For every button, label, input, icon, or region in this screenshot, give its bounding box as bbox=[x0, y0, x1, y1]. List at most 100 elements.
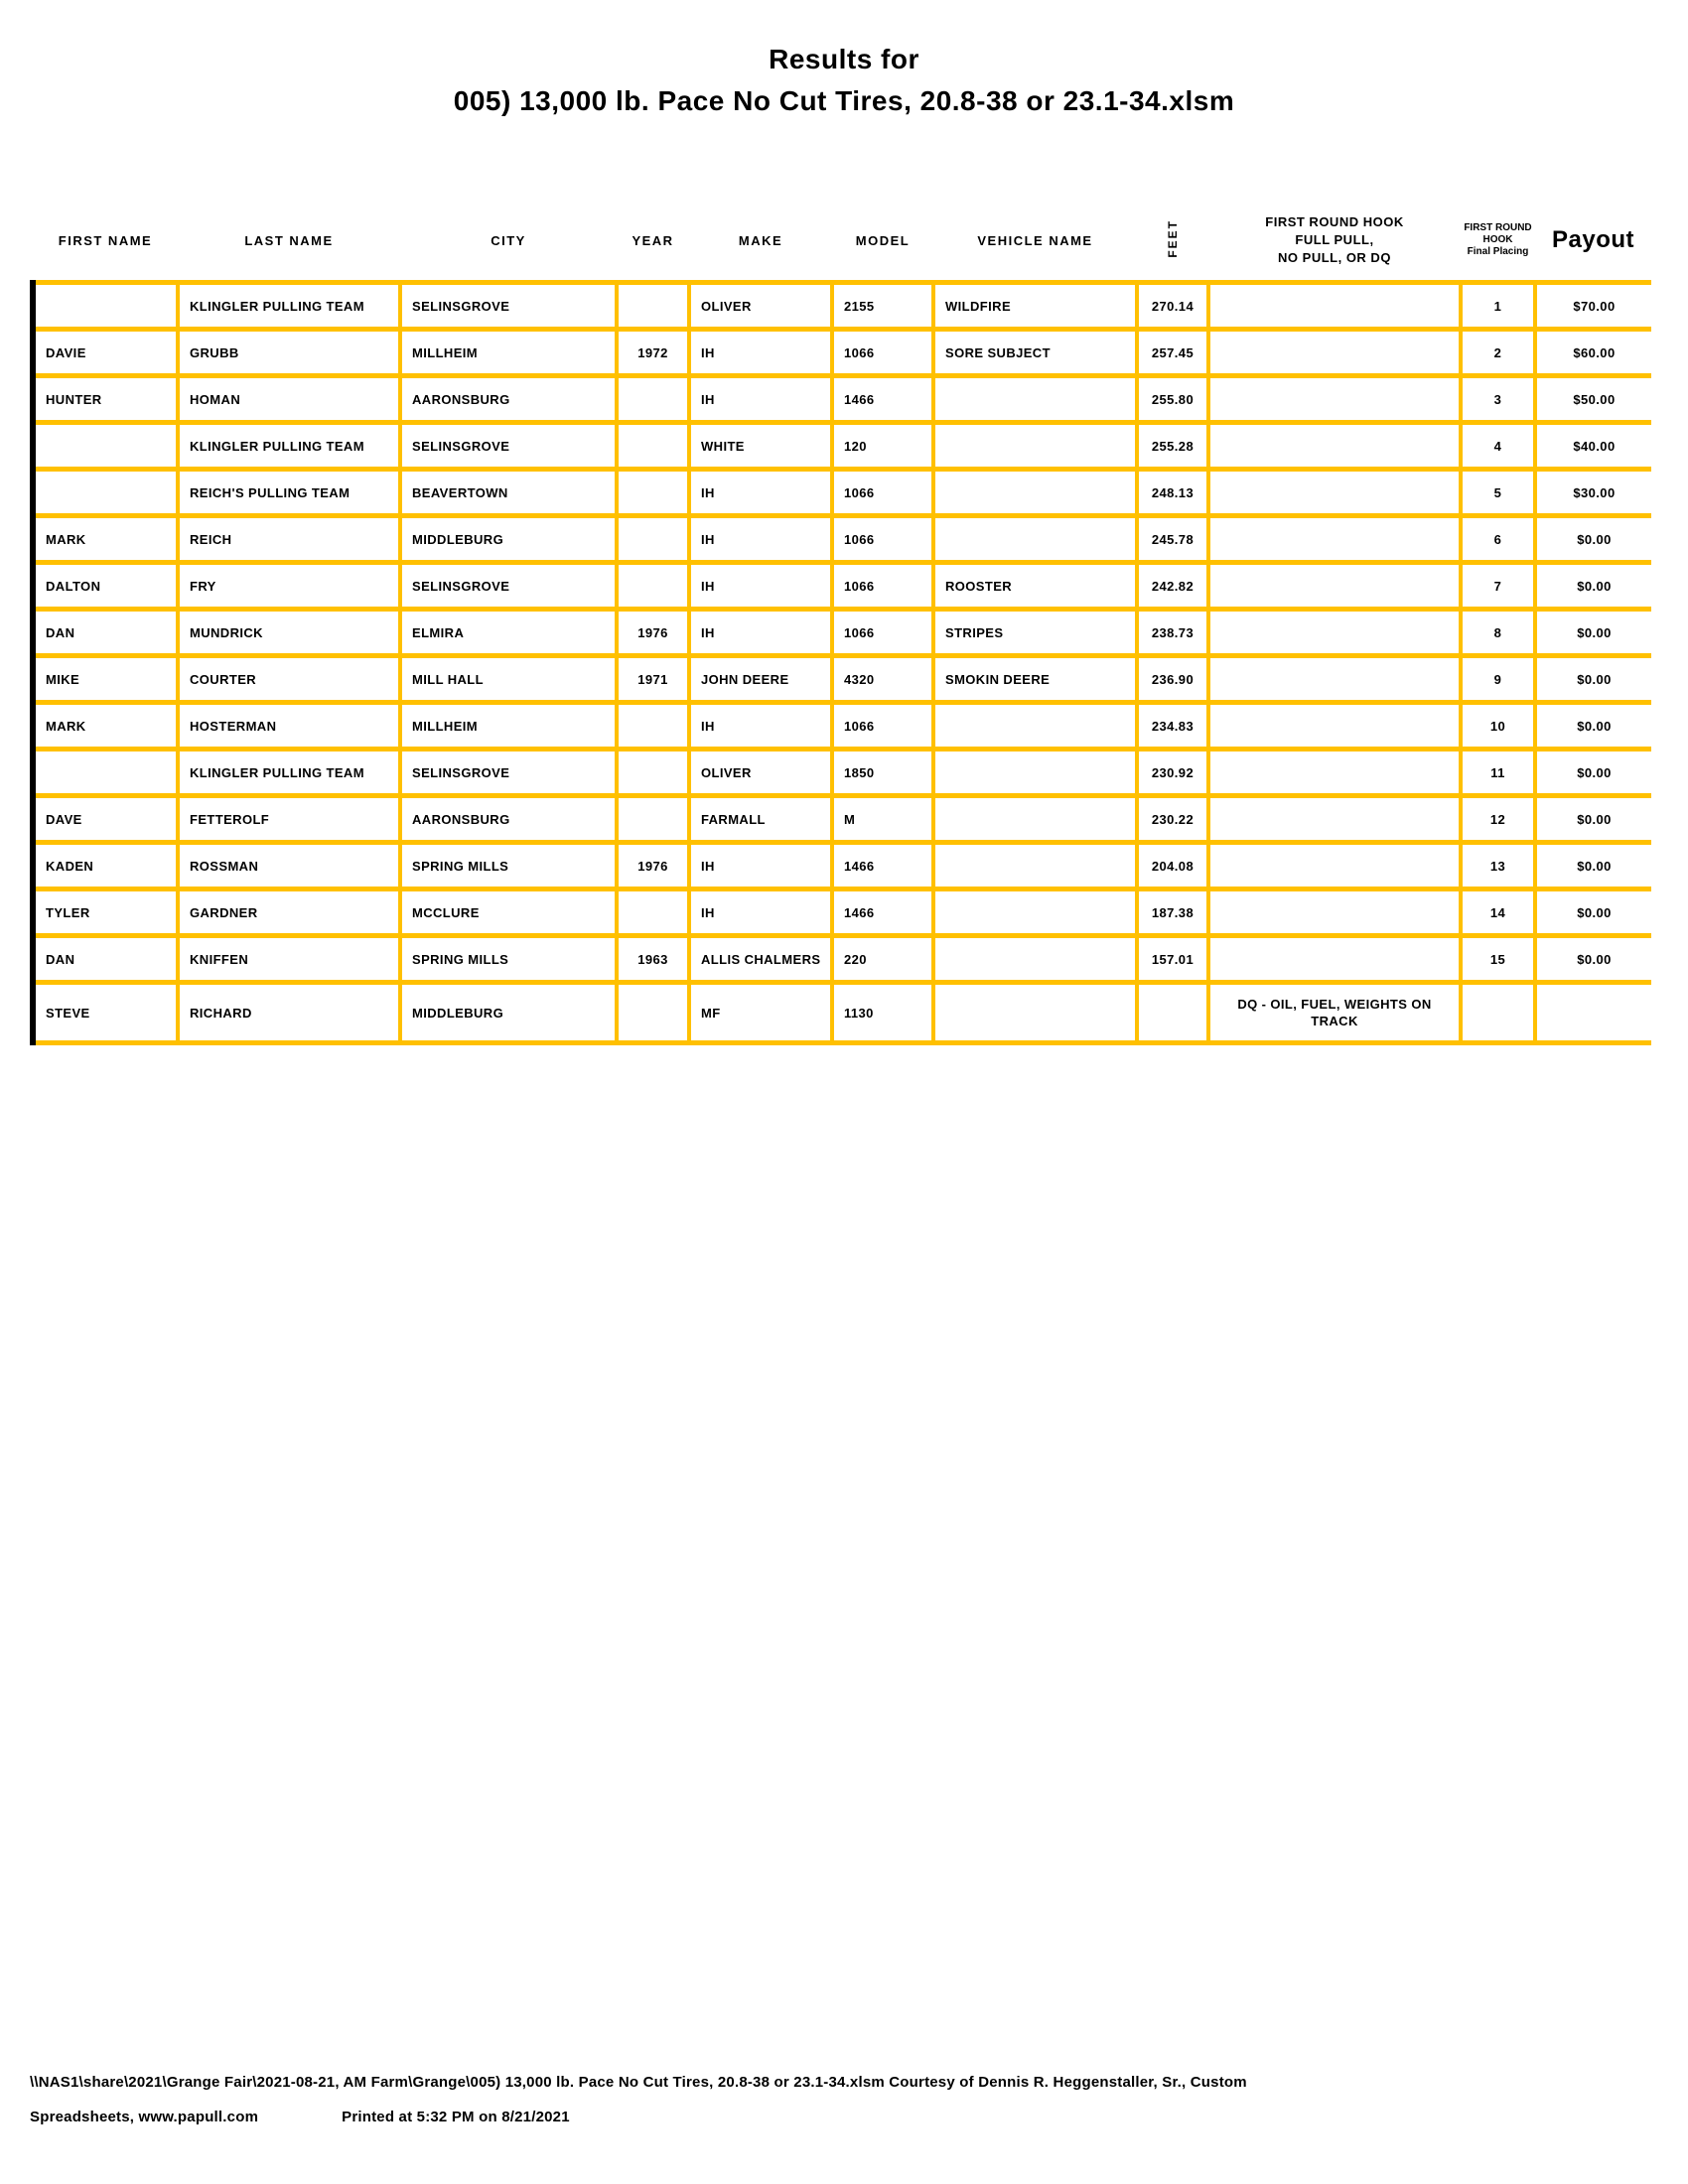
cell-first-name: DAN bbox=[30, 933, 178, 985]
cell-last-name: KLINGLER PULLING TEAM bbox=[176, 280, 400, 332]
cell-make: WHITE bbox=[687, 420, 832, 472]
cell-year: 1971 bbox=[615, 653, 689, 705]
cell-last-name: COURTER bbox=[176, 653, 400, 705]
results-table: FIRST NAME LAST NAME CITY YEAR MAKE MODE… bbox=[30, 201, 1651, 1045]
column-header-first-name: FIRST NAME bbox=[58, 232, 153, 248]
cell-year bbox=[615, 513, 689, 565]
cell-city: MILL HALL bbox=[398, 653, 617, 705]
cell-payout: $0.00 bbox=[1533, 653, 1651, 705]
cell-model: M bbox=[830, 793, 933, 845]
cell-payout: $0.00 bbox=[1533, 607, 1651, 658]
cell-last-name: GARDNER bbox=[176, 887, 400, 938]
cell-first-name: DAVIE bbox=[30, 327, 178, 378]
column-header-final-placing: FIRST ROUND HOOK Final Placing bbox=[1461, 201, 1535, 283]
table-row: MIKE COURTER MILL HALL 1971 JOHN DEERE 4320 SM… bbox=[30, 653, 1651, 705]
cell-hook bbox=[1206, 747, 1461, 798]
cell-first-name: MIKE bbox=[30, 653, 178, 705]
cell-city: SELINSGROVE bbox=[398, 747, 617, 798]
hook-header-line2: FULL PULL, bbox=[1295, 232, 1374, 247]
cell-model: 1466 bbox=[830, 887, 933, 938]
cell-model: 1066 bbox=[830, 607, 933, 658]
cell-make: IH bbox=[687, 327, 832, 378]
cell-first-name: HUNTER bbox=[30, 373, 178, 425]
cell-city: MCCLURE bbox=[398, 887, 617, 938]
table-row: STEVE RICHARD MIDDLEBURG MF 1130 DQ - OIL, FU… bbox=[30, 980, 1651, 1045]
cell-make: IH bbox=[687, 513, 832, 565]
cell-hook bbox=[1206, 887, 1461, 938]
cell-vehicle-name bbox=[931, 700, 1137, 751]
table-row: KLINGLER PULLING TEAM SELINSGROVE OLIVER 21… bbox=[30, 280, 1651, 332]
cell-payout: $40.00 bbox=[1533, 420, 1651, 472]
table-row: DAVIE GRUBB MILLHEIM 1972 IH 1066 SORE SUBJECT… bbox=[30, 327, 1651, 378]
cell-feet: 187.38 bbox=[1135, 887, 1208, 938]
cell-vehicle-name bbox=[931, 840, 1137, 891]
cell-city: SELINSGROVE bbox=[398, 560, 617, 612]
table-row: DAN KNIFFEN SPRING MILLS 1963 ALLIS CHALMERS… bbox=[30, 933, 1651, 985]
cell-feet: 245.78 bbox=[1135, 513, 1208, 565]
cell-placing: 7 bbox=[1459, 560, 1535, 612]
column-header-first-round-hook: FIRST ROUND HOOK FULL PULL, NO PULL, OR … bbox=[1208, 201, 1461, 283]
cell-placing: 9 bbox=[1459, 653, 1535, 705]
cell-first-name bbox=[30, 280, 178, 332]
cell-placing: 2 bbox=[1459, 327, 1535, 378]
column-header-last-name: LAST NAME bbox=[244, 232, 334, 248]
table-row: MARK HOSTERMAN MILLHEIM IH 1066 234.83 10 $0.00 bbox=[30, 700, 1651, 751]
cell-make: OLIVER bbox=[687, 280, 832, 332]
cell-feet: 255.28 bbox=[1135, 420, 1208, 472]
footer-line1: \\NAS1\share\2021\Grange Fair\2021-08-21… bbox=[30, 2074, 1247, 2091]
cell-payout: $0.00 bbox=[1533, 560, 1651, 612]
cell-placing: 1 bbox=[1459, 280, 1535, 332]
cell-make: ALLIS CHALMERS bbox=[687, 933, 832, 985]
cell-vehicle-name bbox=[931, 793, 1137, 845]
cell-city: MILLHEIM bbox=[398, 700, 617, 751]
cell-vehicle-name: SMOKIN DEERE bbox=[931, 653, 1137, 705]
cell-hook bbox=[1206, 513, 1461, 565]
cell-vehicle-name: ROOSTER bbox=[931, 560, 1137, 612]
cell-vehicle-name bbox=[931, 420, 1137, 472]
column-header-payout: Payout bbox=[1551, 226, 1634, 253]
cell-make: JOHN DEERE bbox=[687, 653, 832, 705]
cell-hook bbox=[1206, 560, 1461, 612]
cell-hook bbox=[1206, 700, 1461, 751]
cell-placing: 12 bbox=[1459, 793, 1535, 845]
cell-vehicle-name bbox=[931, 933, 1137, 985]
hook-header-line3: NO PULL, OR DQ bbox=[1278, 250, 1391, 265]
cell-payout: $0.00 bbox=[1533, 700, 1651, 751]
cell-feet: 238.73 bbox=[1135, 607, 1208, 658]
cell-placing: 14 bbox=[1459, 887, 1535, 938]
cell-first-name: STEVE bbox=[30, 980, 178, 1045]
cell-model: 1066 bbox=[830, 513, 933, 565]
cell-placing: 5 bbox=[1459, 467, 1535, 518]
cell-make: FARMALL bbox=[687, 793, 832, 845]
cell-first-name: MARK bbox=[30, 700, 178, 751]
cell-year bbox=[615, 980, 689, 1045]
cell-city: ELMIRA bbox=[398, 607, 617, 658]
cell-city: BEAVERTOWN bbox=[398, 467, 617, 518]
cell-feet: 270.14 bbox=[1135, 280, 1208, 332]
cell-make: OLIVER bbox=[687, 747, 832, 798]
table-row: REICH'S PULLING TEAM BEAVERTOWN IH 1066 248.… bbox=[30, 467, 1651, 518]
title-line1: Results for bbox=[769, 44, 919, 74]
cell-hook bbox=[1206, 467, 1461, 518]
cell-city: SPRING MILLS bbox=[398, 840, 617, 891]
cell-model: 120 bbox=[830, 420, 933, 472]
cell-placing: 13 bbox=[1459, 840, 1535, 891]
table-row: TYLER GARDNER MCCLURE IH 1466 187.38 14 $0.00 bbox=[30, 887, 1651, 938]
cell-payout: $0.00 bbox=[1533, 793, 1651, 845]
cell-city: AARONSBURG bbox=[398, 373, 617, 425]
cell-model: 1466 bbox=[830, 840, 933, 891]
cell-last-name: REICH bbox=[176, 513, 400, 565]
cell-hook bbox=[1206, 793, 1461, 845]
footer-credit: Spreadsheets, www.papull.com bbox=[30, 2109, 259, 2125]
cell-year bbox=[615, 700, 689, 751]
cell-model: 1066 bbox=[830, 700, 933, 751]
cell-placing bbox=[1459, 980, 1535, 1045]
header-row: FIRST NAME LAST NAME CITY YEAR MAKE MODE… bbox=[33, 201, 1651, 283]
cell-city: MILLHEIM bbox=[398, 327, 617, 378]
cell-year bbox=[615, 793, 689, 845]
cell-year: 1976 bbox=[615, 840, 689, 891]
placing-header-line2: HOOK bbox=[1482, 234, 1513, 245]
cell-make: IH bbox=[687, 887, 832, 938]
cell-feet: 230.92 bbox=[1135, 747, 1208, 798]
cell-year: 1972 bbox=[615, 327, 689, 378]
